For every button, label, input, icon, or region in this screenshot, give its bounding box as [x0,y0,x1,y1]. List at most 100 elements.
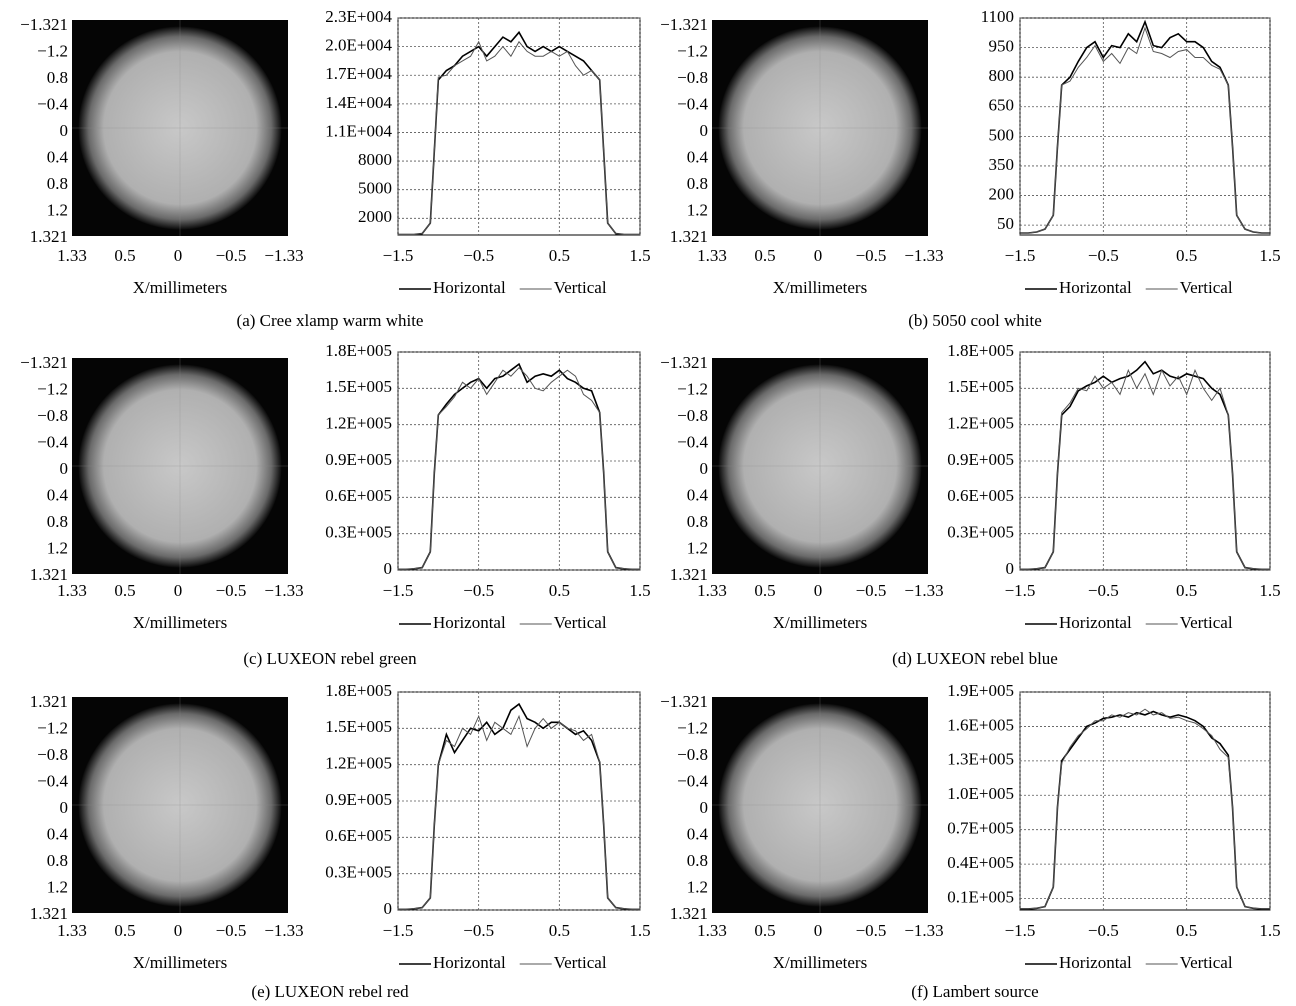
image-x-tick-label: −0.5 [856,581,887,600]
legend-label: Horizontal [433,278,506,297]
y-tick-label: 350 [989,155,1015,174]
x-tick-label: −1.5 [1005,921,1036,940]
x-tick-label: −1.5 [383,921,414,940]
image-y-tick-label: −1.321 [20,353,68,372]
series-line [398,702,640,911]
image-y-tick-label: 0.8 [687,174,708,193]
image-y-tick-label: −0.4 [37,94,68,113]
y-tick-label: 0.3E+005 [325,863,392,882]
image-y-tick-label: 1.2 [687,877,708,896]
image-y-tick-label: −0.8 [677,745,708,764]
image-y-tick-label: 0 [700,459,709,478]
plot-frame [397,17,641,236]
y-tick-label: 500 [989,125,1015,144]
series-line [1020,368,1270,570]
y-tick-label: 50 [997,214,1014,233]
image-y-tick-label: 0.4 [687,824,709,843]
image-y-tick-label: 0.4 [687,147,709,166]
image-y-tick-label: −1.321 [660,692,708,711]
x-tick-label: −1.5 [1005,246,1036,265]
y-tick-label: 0 [384,559,393,578]
image-y-tick-label: 0.4 [47,824,69,843]
legend-label: Vertical [554,278,607,297]
image-y-tick-label: 0.8 [687,512,708,531]
image-x-tick-label: 1.33 [697,921,727,940]
y-tick-label: 0.7E+005 [947,819,1014,838]
x-tick-label: 1.5 [1259,246,1280,265]
x-tick-label: −0.5 [1088,246,1119,265]
x-tick-label: 1.5 [1259,581,1280,600]
legend-label: Horizontal [433,613,506,632]
image-y-tick-label: 0 [700,798,709,817]
y-tick-label: 1.8E+005 [325,341,392,360]
image-x-tick-label: 0 [814,921,823,940]
series-line [1020,360,1270,571]
image-y-tick-label: −0.8 [677,406,708,425]
image-y-tick-label: 1.321 [30,904,68,923]
y-tick-label: 0.9E+005 [947,450,1014,469]
image-x-label: X/millimeters [773,613,867,632]
series-line [1020,26,1270,234]
caption: (a) Cree xlamp warm white [237,311,424,330]
image-x-tick-label: 0 [174,921,183,940]
image-x-tick-label: 0 [174,581,183,600]
image-y-tick-label: −1.2 [677,718,708,737]
legend-label: Vertical [1180,613,1233,632]
image-y-tick-label: 0.4 [687,485,709,504]
x-tick-label: 1.5 [629,246,650,265]
y-tick-label: 1.1E+004 [325,121,392,140]
y-tick-label: 2000 [358,207,392,226]
image-y-tick-label: 1.2 [47,538,68,557]
y-tick-label: 0.9E+005 [325,450,392,469]
image-y-tick-label: 0 [700,121,709,140]
image-x-tick-label: 0 [814,581,823,600]
x-tick-label: −1.5 [383,581,414,600]
image-x-label: X/millimeters [773,278,867,297]
y-tick-label: 0 [384,899,393,918]
caption: (f) Lambert source [911,982,1038,1001]
y-tick-label: 1.2E+005 [325,754,392,773]
x-tick-label: 0.5 [1176,246,1197,265]
image-y-tick-label: 1.321 [30,565,68,584]
x-tick-label: −0.5 [463,246,494,265]
x-tick-label: 1.5 [629,921,650,940]
image-x-tick-label: −1.33 [904,246,943,265]
series-line [398,40,640,235]
image-x-label: X/millimeters [133,953,227,972]
y-tick-label: 8000 [358,150,392,169]
image-y-tick-label: −0.4 [37,432,68,451]
image-x-tick-label: −0.5 [216,581,247,600]
y-tick-label: 2.0E+004 [325,36,392,55]
image-y-tick-label: 0 [60,798,69,817]
image-y-tick-label: 0 [60,459,69,478]
image-x-tick-label: 0.5 [754,581,775,600]
x-tick-label: 0.5 [549,581,570,600]
series-line [398,366,640,570]
y-tick-label: 1.8E+005 [947,341,1014,360]
caption: (e) LUXEON rebel red [251,982,409,1001]
y-tick-label: 1.5E+005 [325,377,392,396]
series-line [398,714,640,910]
x-tick-label: −0.5 [1088,921,1119,940]
image-y-tick-label: 1.321 [30,227,68,246]
plot-frame [1019,17,1271,236]
y-tick-label: 0.6E+005 [325,826,392,845]
image-y-tick-label: 1.321 [670,565,708,584]
y-tick-label: 950 [989,36,1015,55]
x-tick-label: −0.5 [1088,581,1119,600]
image-y-tick-label: −1.2 [37,379,68,398]
y-tick-label: 0.3E+005 [325,523,392,542]
y-tick-label: 0.3E+005 [947,523,1014,542]
image-x-label: X/millimeters [133,278,227,297]
legend-label: Vertical [554,953,607,972]
x-tick-label: 0.5 [549,921,570,940]
legend-label: Vertical [1180,278,1233,297]
image-y-tick-label: −1.2 [37,718,68,737]
legend-label: Horizontal [1059,278,1132,297]
image-y-tick-label: 0.8 [47,68,68,87]
image-y-tick-label: −0.4 [677,432,708,451]
x-tick-label: −1.5 [1005,581,1036,600]
image-y-tick-label: −0.4 [37,771,68,790]
x-tick-label: −0.5 [463,921,494,940]
image-x-tick-label: 1.33 [697,581,727,600]
